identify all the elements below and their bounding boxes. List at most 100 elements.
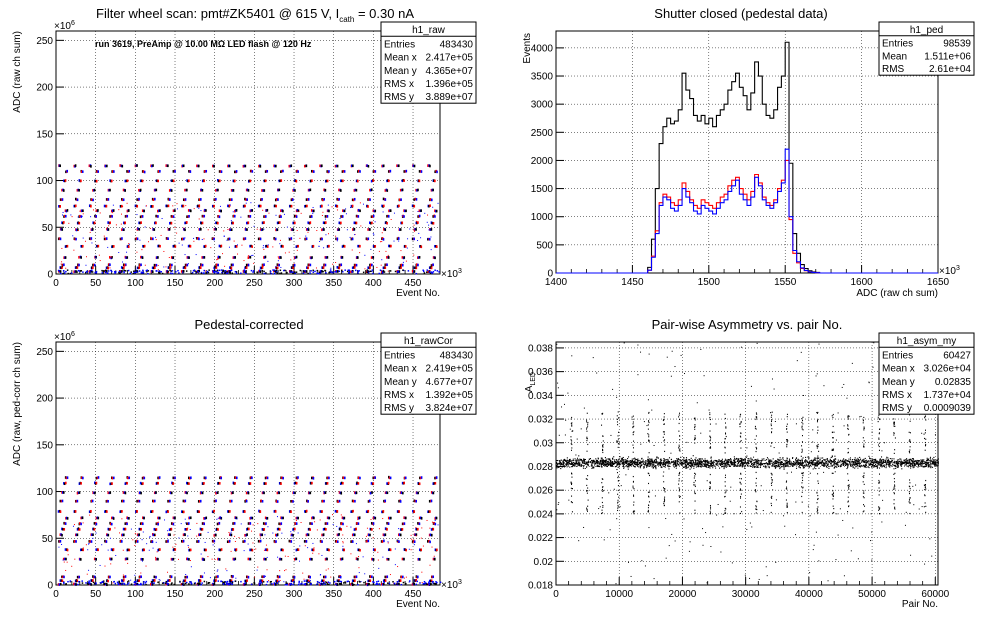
- data-point: [370, 179, 373, 183]
- data-point: [113, 580, 115, 583]
- data-point: [269, 270, 272, 273]
- data-point: [323, 581, 325, 584]
- data-point: [292, 575, 295, 579]
- data-point: [354, 575, 357, 579]
- data-point: [908, 466, 910, 468]
- data-point: [95, 272, 98, 274]
- data-point: [383, 228, 385, 231]
- data-point: [146, 543, 148, 545]
- data-point: [284, 252, 286, 254]
- data-point: [384, 198, 387, 201]
- data-point: [699, 463, 701, 465]
- stats-box-frame: [380, 21, 477, 104]
- data-point: [187, 263, 189, 265]
- data-point: [261, 491, 264, 495]
- data-point: [91, 266, 93, 269]
- stats-row-value: 1.511e+06: [924, 51, 971, 62]
- data-point: [176, 232, 178, 234]
- data-point: [372, 179, 375, 182]
- data-point: [777, 465, 779, 467]
- data-point: [235, 516, 238, 520]
- data-point: [357, 270, 360, 272]
- x-tick-label: 0: [553, 589, 559, 600]
- data-point: [656, 456, 658, 459]
- data-point: [229, 204, 231, 206]
- data-point: [387, 256, 390, 259]
- data-point: [73, 270, 75, 274]
- data-point: [747, 459, 749, 461]
- data-point: [234, 209, 236, 213]
- data-point: [557, 459, 559, 462]
- data-point: [184, 533, 186, 537]
- data-point: [263, 228, 265, 230]
- data-point: [574, 463, 576, 465]
- data-point: [697, 462, 699, 464]
- data-point: [823, 459, 825, 461]
- data-point: [791, 463, 793, 465]
- data-point: [386, 558, 388, 560]
- data-point: [244, 500, 246, 503]
- data-point: [720, 461, 722, 463]
- data-point: [321, 554, 323, 556]
- data-point: [402, 269, 404, 271]
- data-point: [186, 522, 188, 525]
- data-point: [187, 179, 189, 183]
- data-point: [778, 466, 780, 468]
- data-point: [819, 459, 821, 461]
- data-point: [660, 460, 662, 462]
- data-point: [246, 188, 249, 192]
- data-point: [229, 500, 232, 503]
- data-point: [199, 533, 202, 536]
- data-point: [151, 270, 154, 274]
- data-point: [321, 204, 323, 208]
- data-point: [428, 582, 430, 584]
- data-point: [584, 463, 586, 465]
- data-point: [149, 510, 152, 513]
- data-point: [399, 491, 402, 494]
- data-point: [236, 476, 238, 480]
- data-point: [125, 264, 127, 266]
- data-point: [416, 491, 418, 495]
- data-point: [80, 170, 83, 173]
- data-point: [121, 533, 124, 537]
- data-point: [413, 582, 416, 586]
- data-point: [637, 458, 639, 460]
- data-point: [730, 461, 732, 463]
- pad-asymmetry-scatter: 0 10000 20000 30000 40000 50000 60000 0.018 0.02…: [498, 311, 996, 622]
- data-point: [154, 197, 156, 201]
- data-point: [63, 528, 66, 531]
- data-point: [242, 510, 245, 513]
- data-point: [750, 457, 752, 459]
- data-point: [198, 269, 200, 272]
- data-point: [812, 468, 814, 470]
- data-point: [172, 482, 175, 485]
- data-point: [311, 522, 313, 525]
- data-point: [122, 527, 125, 531]
- data-point: [108, 188, 110, 192]
- data-point: [295, 481, 298, 485]
- data-point: [259, 583, 261, 585]
- data-point: [232, 528, 235, 531]
- data-point: [330, 271, 332, 273]
- data-point: [322, 575, 325, 579]
- data-point: [277, 527, 280, 531]
- data-point: [343, 548, 346, 552]
- data-point: [245, 491, 248, 495]
- data-point: [265, 272, 267, 274]
- data-point: [327, 568, 329, 570]
- data-point: [185, 522, 187, 524]
- data-point: [163, 250, 165, 252]
- data-point: [228, 271, 231, 274]
- data-point: [865, 464, 867, 467]
- data-point: [726, 461, 728, 463]
- data-point: [164, 519, 166, 521]
- data-point: [921, 462, 924, 464]
- data-point: [264, 476, 267, 480]
- data-point: [390, 516, 392, 520]
- data-point: [198, 204, 201, 208]
- data-point: [203, 572, 205, 574]
- data-point: [414, 533, 417, 536]
- data-point: [434, 557, 436, 561]
- data-point: [309, 580, 311, 582]
- data-point: [217, 575, 219, 578]
